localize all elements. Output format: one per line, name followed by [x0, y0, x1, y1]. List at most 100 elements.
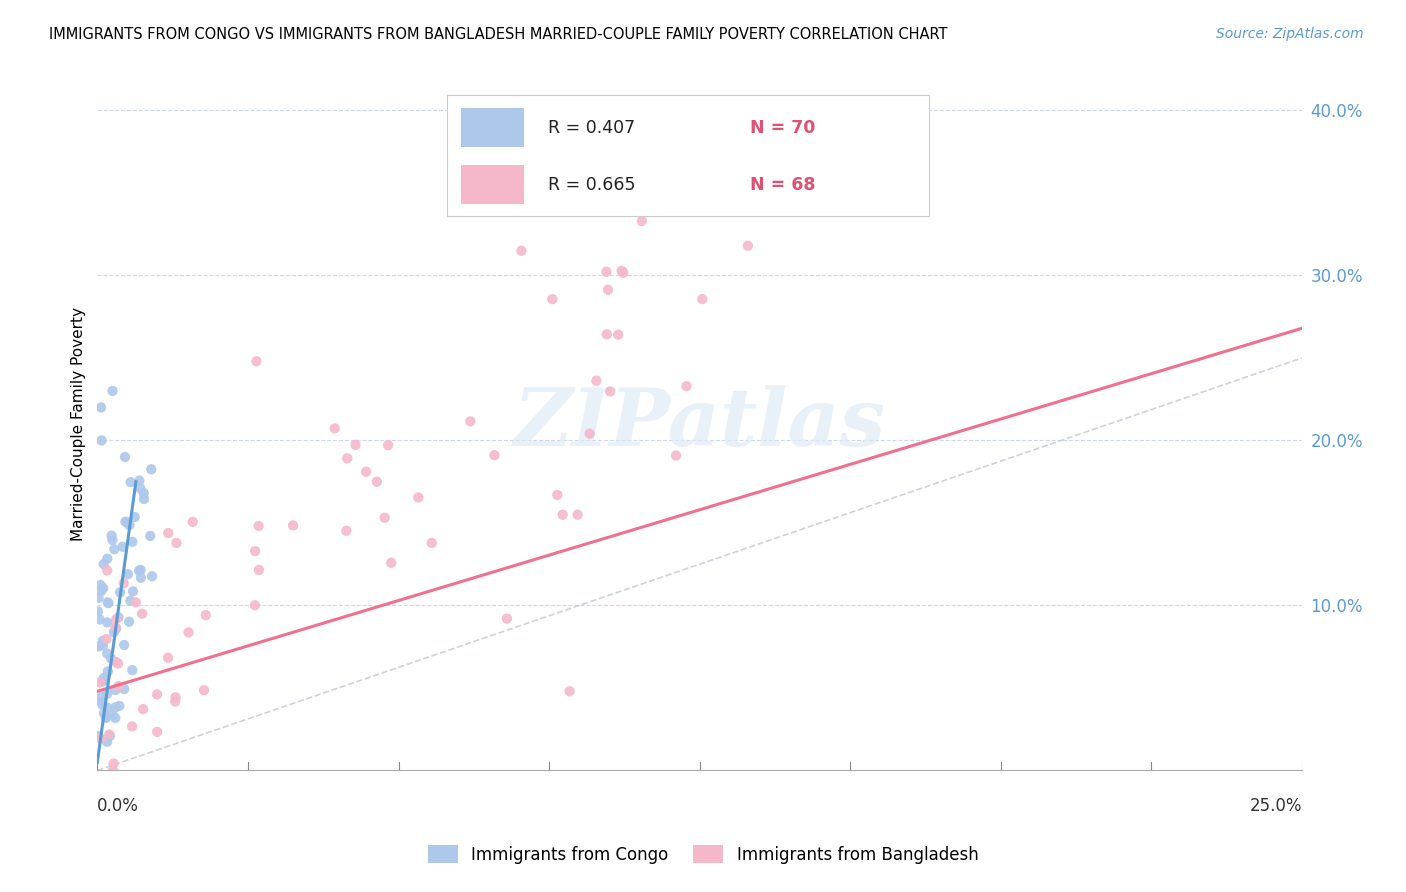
Point [141, 569, 163, 583]
Point [90, 695, 112, 709]
Point [103, 625, 125, 640]
Point [460, 414, 482, 428]
Point [243, 599, 266, 613]
Point [104, 620, 127, 634]
Point [737, 238, 759, 252]
Point [631, 214, 654, 228]
Point [98, 727, 121, 741]
Point [91, 698, 114, 712]
Y-axis label: Married-Couple Family Poverty: Married-Couple Family Poverty [72, 307, 86, 541]
Point [91, 581, 114, 595]
Point [96, 564, 118, 578]
Point [101, 764, 124, 778]
Point [323, 421, 346, 435]
Point [87, 604, 110, 618]
Point [105, 655, 128, 669]
Point [87, 591, 110, 605]
Point [675, 379, 697, 393]
Point [510, 244, 533, 258]
Point [125, 595, 148, 609]
Point [107, 610, 129, 624]
Point [165, 690, 187, 705]
Point [578, 426, 600, 441]
Point [90, 434, 112, 448]
Point [335, 524, 357, 538]
Point [87, 729, 110, 743]
Point [115, 515, 138, 529]
Point [108, 585, 131, 599]
Point [132, 486, 155, 500]
Point [558, 684, 581, 698]
Point [91, 633, 114, 648]
Point [100, 528, 122, 542]
Point [607, 327, 630, 342]
Point [380, 556, 402, 570]
Point [112, 638, 135, 652]
Point [98, 729, 121, 743]
Point [96, 700, 118, 714]
Point [107, 657, 129, 671]
Point [93, 557, 115, 571]
Point [89, 578, 111, 592]
Text: 25.0%: 25.0% [1250, 797, 1302, 814]
Point [541, 292, 564, 306]
Point [121, 719, 143, 733]
Point [96, 687, 118, 701]
Point [181, 515, 204, 529]
Point [91, 638, 114, 652]
Point [93, 671, 115, 685]
Point [132, 491, 155, 506]
Point [595, 265, 617, 279]
Point [193, 683, 215, 698]
Point [104, 711, 127, 725]
Point [596, 327, 619, 342]
Point [117, 567, 139, 582]
Point [101, 384, 124, 398]
Point [610, 264, 633, 278]
Point [97, 665, 120, 679]
Point [101, 533, 124, 547]
Point [612, 266, 634, 280]
Point [101, 707, 124, 722]
Point [336, 451, 359, 466]
Point [139, 529, 162, 543]
Point [96, 632, 118, 646]
Point [118, 518, 141, 533]
Point [87, 640, 110, 654]
Point [93, 706, 115, 720]
Point [90, 584, 112, 599]
Point [484, 448, 506, 462]
Point [408, 491, 430, 505]
Point [120, 475, 142, 490]
Point [90, 690, 112, 704]
Point [596, 283, 619, 297]
Point [103, 542, 125, 557]
Point [93, 674, 115, 689]
Text: IMMIGRANTS FROM CONGO VS IMMIGRANTS FROM BANGLADESH MARRIED-COUPLE FAMILY POVERT: IMMIGRANTS FROM CONGO VS IMMIGRANTS FROM… [49, 27, 948, 42]
Point [108, 698, 131, 713]
Point [141, 462, 163, 476]
Point [90, 401, 112, 415]
Point [551, 508, 574, 522]
Point [377, 438, 399, 452]
Point [156, 650, 179, 665]
Point [118, 615, 141, 629]
Point [96, 647, 118, 661]
Point [112, 681, 135, 696]
Point [121, 663, 143, 677]
Point [132, 702, 155, 716]
Point [107, 679, 129, 693]
Point [112, 576, 135, 591]
Point [128, 474, 150, 488]
Point [496, 612, 519, 626]
Point [89, 731, 111, 746]
Point [243, 544, 266, 558]
Point [97, 596, 120, 610]
Point [111, 540, 134, 554]
Point [546, 488, 568, 502]
Text: Source: ZipAtlas.com: Source: ZipAtlas.com [1216, 27, 1364, 41]
Point [177, 625, 200, 640]
Point [89, 675, 111, 690]
Point [129, 563, 152, 577]
Point [374, 510, 396, 524]
